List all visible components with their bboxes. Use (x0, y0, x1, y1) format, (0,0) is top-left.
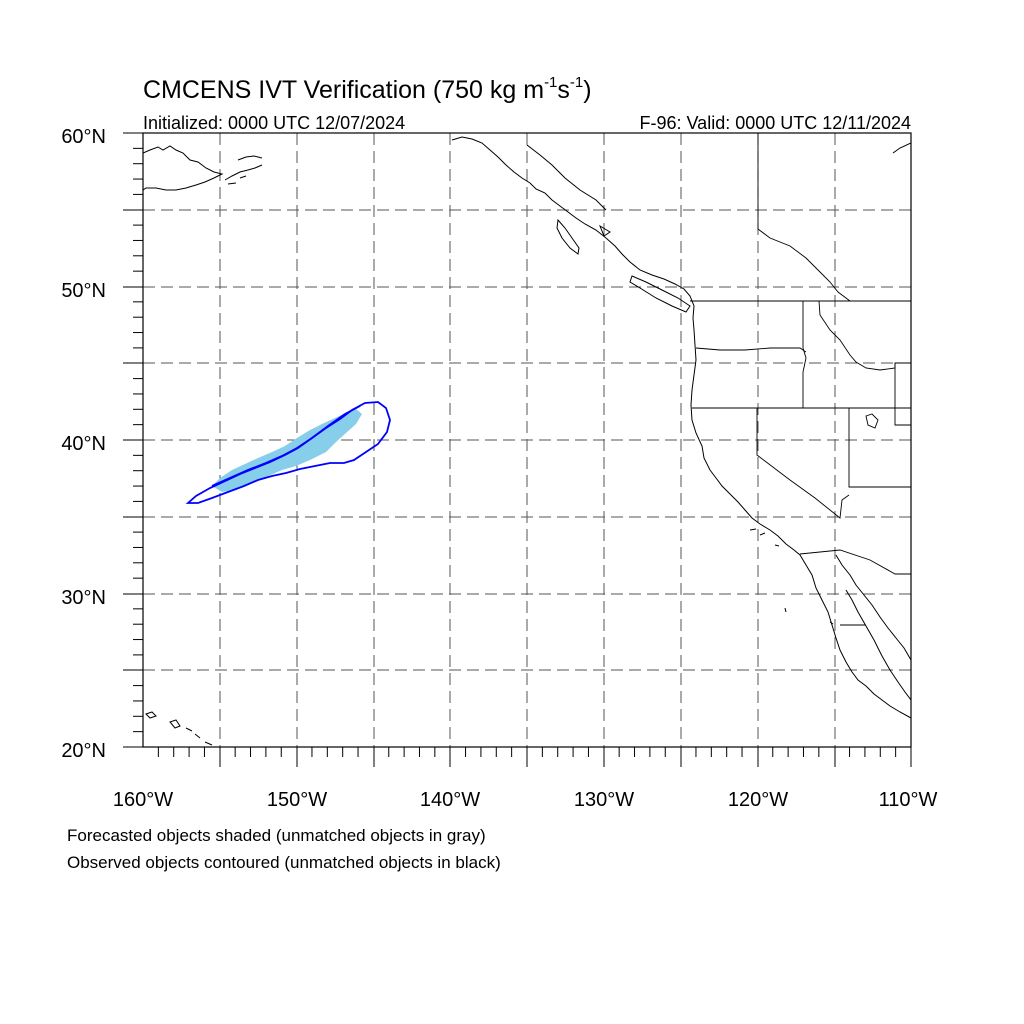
lon-label-150w: 150°W (267, 789, 327, 811)
bc-coast (451, 136, 696, 346)
us-west-coast (690, 344, 911, 719)
lat-label-40n: 40°N (61, 433, 106, 455)
coastlines (143, 136, 911, 746)
us-mexico-border (799, 549, 911, 575)
lat-label-30n: 30°N (61, 587, 106, 609)
forecast-ivt-object (212, 409, 362, 492)
latitude-labels: 60°N 50°N 40°N 30°N 20°N (61, 126, 106, 762)
hawaii-islands (145, 711, 213, 746)
lon-label-110w: 110°W (879, 789, 938, 811)
map-plot-area (123, 132, 912, 767)
lat-label-20n: 20°N (61, 740, 106, 762)
mainland-mexico-coast (845, 589, 911, 701)
legend-observed-note: Observed objects contoured (unmatched ob… (67, 853, 501, 872)
lat-label-60n: 60°N (61, 126, 106, 148)
observed-ivt-axis (211, 405, 361, 487)
bc-islands (556, 218, 691, 313)
minor-tick-marks (133, 147, 897, 757)
lon-label-120w: 120°W (728, 789, 788, 811)
mainland-canada-boundary (526, 144, 607, 211)
baja-east (835, 554, 911, 661)
initialized-time: Initialized: 0000 UTC 12/07/2024 (143, 113, 405, 133)
california-nevada (756, 408, 850, 519)
nevada-utah (848, 408, 911, 488)
lon-label-130w: 130°W (574, 789, 634, 811)
idaho-montana (818, 300, 911, 371)
political-boundaries (690, 133, 911, 626)
hudson-edge (892, 142, 911, 154)
channel-islands (749, 528, 834, 625)
longitude-labels: 160°W 150°W 140°W 130°W 120°W 110°W (113, 789, 938, 811)
lon-label-140w: 140°W (420, 789, 480, 811)
lat-label-50n: 50°N (61, 280, 106, 302)
idaho-west (802, 301, 807, 408)
tick-marks (123, 132, 912, 767)
graticule (143, 133, 911, 747)
canada-province-line (757, 133, 851, 302)
alaska-islands (224, 155, 263, 185)
wyoming-block (894, 363, 911, 426)
lon-label-160w: 160°W (113, 789, 173, 811)
valid-time: F-96: Valid: 0000 UTC 12/11/2024 (640, 113, 912, 133)
legend-forecast-note: Forecasted objects shaded (unmatched obj… (67, 826, 486, 845)
washington-oregon (695, 347, 807, 353)
great-salt-lake (865, 413, 879, 429)
figure-title: CMCENS IVT Verification (750 kg m-1s-1) (143, 74, 592, 104)
alaska-coast (143, 145, 224, 191)
